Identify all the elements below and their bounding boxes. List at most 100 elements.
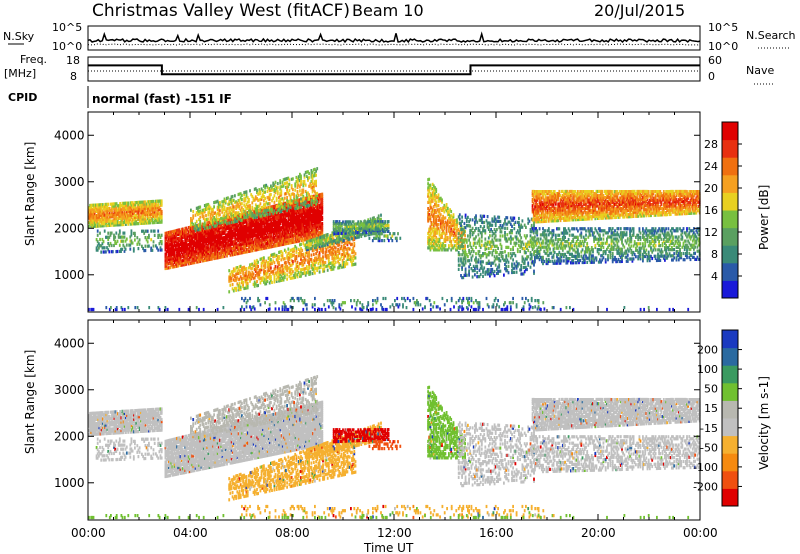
power-cell xyxy=(137,240,140,244)
power-cell xyxy=(237,284,240,288)
power-cell xyxy=(156,246,158,250)
power-cell xyxy=(214,254,217,258)
power-cell xyxy=(317,218,320,222)
power-cell xyxy=(89,216,91,220)
power-cell xyxy=(241,206,243,210)
power-cell xyxy=(302,180,305,184)
power-cell xyxy=(286,266,288,271)
power-cell xyxy=(288,199,291,203)
power-cell xyxy=(263,272,265,276)
power-cell xyxy=(323,261,326,265)
power-cell xyxy=(269,218,271,222)
power-cell xyxy=(348,247,351,251)
power-cell xyxy=(179,261,182,265)
power-cell xyxy=(266,231,269,235)
power-cell xyxy=(142,246,144,251)
power-cell xyxy=(107,209,110,213)
power-cell xyxy=(171,234,174,238)
power-cell xyxy=(237,237,240,241)
power-cell xyxy=(204,252,206,256)
power-cell xyxy=(191,255,193,259)
power-cell xyxy=(130,213,133,218)
power-cell xyxy=(287,266,290,270)
power-cell xyxy=(106,219,109,223)
power-cell xyxy=(287,239,290,243)
power-cell xyxy=(295,229,298,233)
power-cell xyxy=(307,225,310,229)
power-cell xyxy=(190,242,192,246)
power-cell xyxy=(202,242,205,246)
power-cell xyxy=(131,220,134,224)
power-cell xyxy=(244,224,247,228)
power-cell xyxy=(281,217,284,221)
power-cell xyxy=(157,199,160,203)
power-cell xyxy=(357,231,360,235)
power-cell xyxy=(338,266,341,270)
power-cell xyxy=(280,191,283,195)
power-cell xyxy=(304,232,306,236)
power-cell xyxy=(324,243,327,247)
power-cell xyxy=(265,209,268,213)
power-cell xyxy=(287,222,290,226)
power-cell xyxy=(193,254,196,258)
power-cell xyxy=(251,246,254,251)
power-cell xyxy=(245,192,248,196)
power-cell xyxy=(106,207,109,211)
power-cell xyxy=(278,222,281,226)
power-cell xyxy=(301,263,304,267)
power-cell xyxy=(299,208,302,212)
power-cell xyxy=(114,241,117,245)
power-cell xyxy=(287,218,290,222)
power-cell xyxy=(170,253,173,257)
power-cell xyxy=(304,225,306,229)
power-cell xyxy=(251,224,254,228)
power-cell xyxy=(314,217,317,221)
power-cell xyxy=(212,222,214,226)
power-cell xyxy=(128,209,131,214)
power-cell xyxy=(149,208,151,212)
power-cell xyxy=(309,184,312,188)
power-cell xyxy=(134,215,136,219)
power-cell xyxy=(267,275,270,279)
power-cell xyxy=(275,198,278,202)
power-cell xyxy=(128,243,130,247)
power-cell xyxy=(201,234,204,238)
power-cell xyxy=(336,234,338,238)
power-cell xyxy=(240,242,242,246)
power-cell xyxy=(291,232,293,236)
power-cell xyxy=(274,229,277,233)
power-cell xyxy=(145,229,148,233)
power-cell xyxy=(103,213,105,217)
power-cell xyxy=(313,221,316,225)
power-cell xyxy=(236,237,239,241)
power-cell xyxy=(195,226,198,230)
power-cell xyxy=(119,208,121,212)
power-cell xyxy=(307,258,309,262)
power-cell xyxy=(180,250,183,255)
power-cell xyxy=(228,232,231,236)
power-cell xyxy=(152,221,155,225)
power-cell xyxy=(201,212,204,217)
power-cell xyxy=(301,188,304,192)
power-cell xyxy=(260,197,263,201)
power-cell xyxy=(142,215,145,219)
power-cell xyxy=(290,217,292,221)
power-cell xyxy=(307,252,309,256)
power-cell xyxy=(202,224,205,229)
power-cell xyxy=(215,248,218,252)
power-cell xyxy=(255,225,257,229)
power-cell xyxy=(281,276,284,280)
power-cell xyxy=(245,279,248,284)
power-cell xyxy=(308,202,311,206)
power-cell xyxy=(108,221,111,225)
power-cell xyxy=(150,246,153,250)
power-cell xyxy=(150,206,153,210)
power-cell xyxy=(247,237,249,241)
power-cell xyxy=(91,218,94,222)
power-cell xyxy=(159,214,162,218)
power-cell xyxy=(231,199,234,203)
power-cell xyxy=(285,205,288,210)
power-cell xyxy=(222,238,225,242)
power-cell xyxy=(129,214,132,218)
power-cell xyxy=(343,244,345,248)
